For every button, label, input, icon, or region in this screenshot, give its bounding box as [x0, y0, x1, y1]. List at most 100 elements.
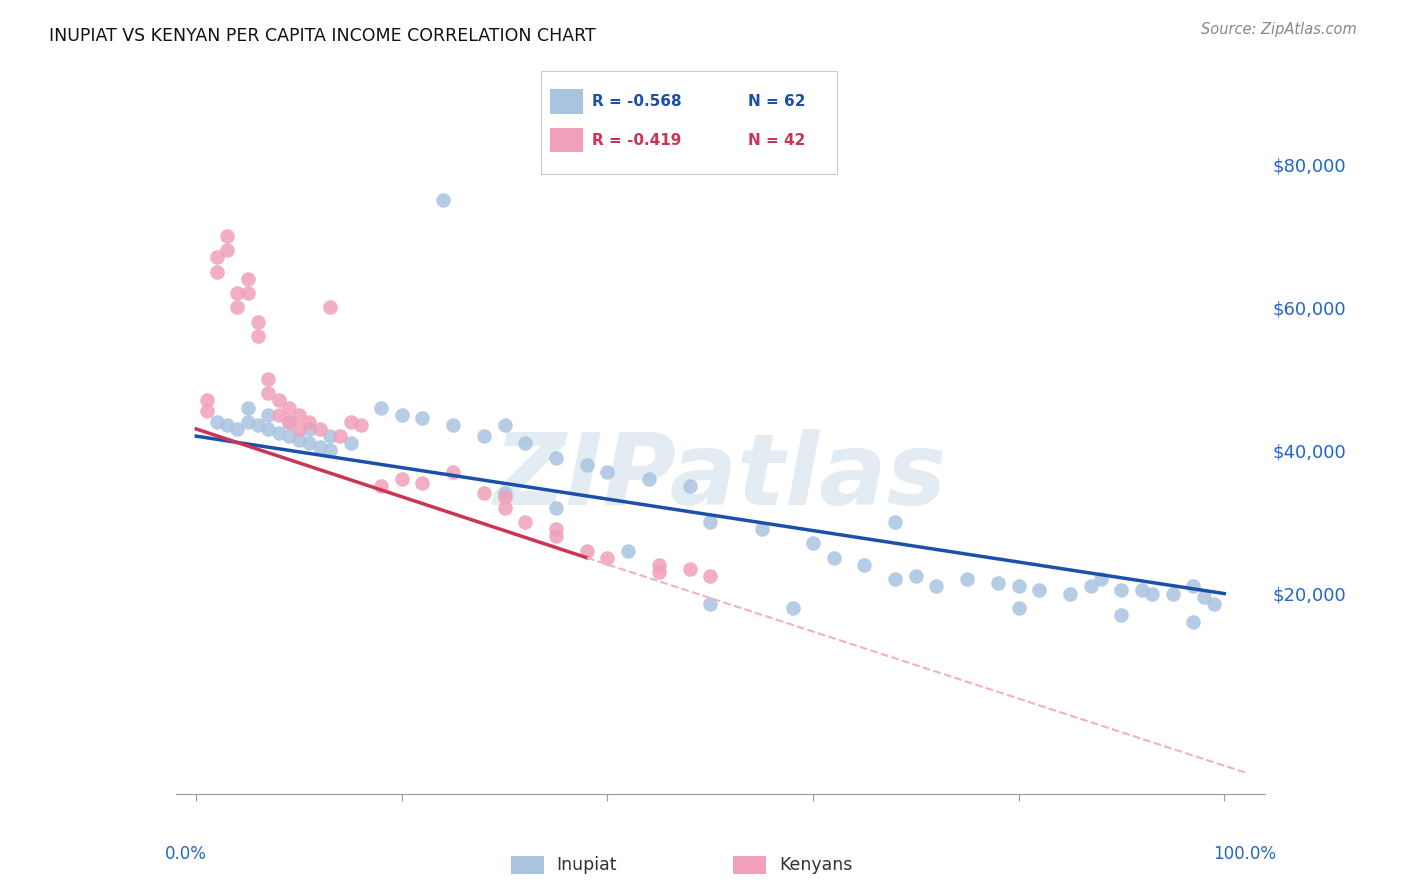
Point: [515, 436, 537, 450]
Point: [1142, 586, 1164, 600]
Point: [391, 408, 413, 422]
Point: [257, 422, 280, 436]
Point: [494, 490, 516, 504]
Point: [494, 418, 516, 433]
Point: [1111, 607, 1133, 622]
Point: [546, 529, 568, 543]
Point: [637, 472, 659, 486]
Point: [226, 286, 249, 301]
Point: [308, 422, 330, 436]
Point: [441, 418, 464, 433]
Point: [1090, 572, 1112, 586]
Point: [298, 436, 321, 450]
Point: [370, 479, 392, 493]
Point: [236, 401, 259, 415]
Point: [699, 515, 721, 529]
Point: [699, 568, 721, 582]
Point: [494, 486, 516, 500]
Text: N = 62: N = 62: [748, 95, 806, 109]
Point: [267, 425, 290, 440]
Point: [246, 418, 269, 433]
Point: [546, 450, 568, 465]
Point: [1028, 582, 1050, 597]
Point: [546, 500, 568, 515]
Point: [236, 286, 259, 301]
Point: [884, 515, 907, 529]
Point: [195, 404, 218, 418]
Point: [350, 418, 373, 433]
Point: [308, 440, 330, 454]
Point: [411, 411, 433, 425]
Point: [679, 479, 702, 493]
Point: [472, 486, 495, 500]
Text: 100.0%: 100.0%: [1213, 846, 1277, 863]
Point: [236, 415, 259, 429]
Point: [226, 422, 249, 436]
Point: [277, 415, 299, 429]
Point: [319, 443, 342, 458]
Point: [1008, 600, 1031, 615]
Point: [298, 422, 321, 436]
Point: [298, 415, 321, 429]
FancyBboxPatch shape: [734, 855, 766, 874]
Text: Inupiat: Inupiat: [557, 856, 617, 874]
Point: [267, 393, 290, 408]
Point: [648, 558, 671, 572]
Text: INUPIAT VS KENYAN PER CAPITA INCOME CORRELATION CHART: INUPIAT VS KENYAN PER CAPITA INCOME CORR…: [49, 27, 596, 45]
Point: [329, 429, 352, 443]
Point: [277, 429, 299, 443]
Point: [441, 465, 464, 479]
Point: [288, 433, 311, 447]
Point: [226, 301, 249, 315]
Point: [1182, 579, 1205, 593]
Point: [699, 597, 721, 611]
Point: [217, 418, 239, 433]
Text: 0.0%: 0.0%: [165, 846, 207, 863]
Point: [801, 536, 824, 550]
Point: [339, 436, 361, 450]
Text: R = -0.419: R = -0.419: [592, 133, 681, 147]
Point: [515, 515, 537, 529]
Point: [1161, 586, 1184, 600]
Text: ZIPatlas: ZIPatlas: [494, 429, 948, 526]
Point: [1008, 579, 1031, 593]
Point: [884, 572, 907, 586]
Point: [217, 228, 239, 243]
Point: [339, 415, 361, 429]
Point: [575, 543, 598, 558]
Point: [1080, 579, 1102, 593]
Point: [277, 415, 299, 429]
Point: [319, 301, 342, 315]
Point: [596, 465, 619, 479]
FancyBboxPatch shape: [550, 89, 582, 113]
Point: [546, 522, 568, 536]
Point: [246, 315, 269, 329]
Point: [277, 401, 299, 415]
FancyBboxPatch shape: [550, 128, 582, 153]
Point: [236, 271, 259, 285]
Point: [823, 550, 845, 565]
Point: [217, 243, 239, 257]
Point: [205, 250, 228, 264]
Point: [1111, 582, 1133, 597]
Point: [956, 572, 979, 586]
Point: [257, 408, 280, 422]
Point: [751, 522, 773, 536]
Point: [319, 429, 342, 443]
Point: [246, 329, 269, 343]
Point: [494, 500, 516, 515]
Text: R = -0.568: R = -0.568: [592, 95, 681, 109]
Point: [1182, 615, 1205, 630]
Point: [257, 372, 280, 386]
Point: [195, 393, 218, 408]
Point: [853, 558, 876, 572]
Point: [617, 543, 640, 558]
Point: [288, 408, 311, 422]
Point: [1202, 597, 1225, 611]
Point: [205, 264, 228, 278]
Text: Kenyans: Kenyans: [779, 856, 852, 874]
Point: [267, 408, 290, 422]
Point: [411, 475, 433, 490]
Point: [1059, 586, 1081, 600]
Point: [432, 193, 454, 207]
